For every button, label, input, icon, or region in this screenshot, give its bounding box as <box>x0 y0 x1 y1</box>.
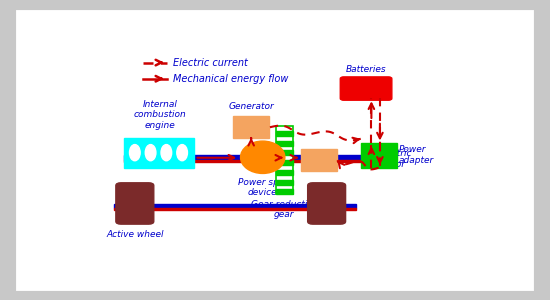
Ellipse shape <box>145 145 156 161</box>
Bar <box>276 170 293 175</box>
Text: Generator: Generator <box>228 102 274 111</box>
Bar <box>124 155 380 160</box>
Text: Batteries: Batteries <box>346 65 387 74</box>
Text: Gear reduction
gear: Gear reduction gear <box>251 200 318 219</box>
Text: Internal
combustion
engine: Internal combustion engine <box>134 100 187 130</box>
Bar <box>113 204 356 208</box>
Text: Power split
device: Power split device <box>238 178 288 197</box>
Bar <box>113 208 356 210</box>
Ellipse shape <box>240 141 285 173</box>
Text: Mechanical energy flow: Mechanical energy flow <box>173 74 289 84</box>
Bar <box>276 141 293 146</box>
Text: Power
adapter: Power adapter <box>399 145 435 165</box>
Ellipse shape <box>177 145 188 161</box>
Bar <box>276 150 293 155</box>
Bar <box>124 138 195 168</box>
Ellipse shape <box>161 145 172 161</box>
FancyBboxPatch shape <box>116 183 154 224</box>
Bar <box>301 149 337 171</box>
Text: Active wheel: Active wheel <box>106 230 163 239</box>
Text: Electric current: Electric current <box>173 58 248 68</box>
FancyBboxPatch shape <box>340 77 392 100</box>
Bar <box>276 189 293 194</box>
Bar <box>361 143 397 168</box>
Bar <box>276 126 293 194</box>
Bar <box>276 180 293 184</box>
Ellipse shape <box>129 145 140 161</box>
Bar <box>276 131 293 136</box>
Text: Electric
motor: Electric motor <box>379 149 412 169</box>
Bar <box>276 160 293 165</box>
Bar <box>233 116 269 138</box>
FancyBboxPatch shape <box>307 183 345 224</box>
Bar <box>124 160 380 162</box>
